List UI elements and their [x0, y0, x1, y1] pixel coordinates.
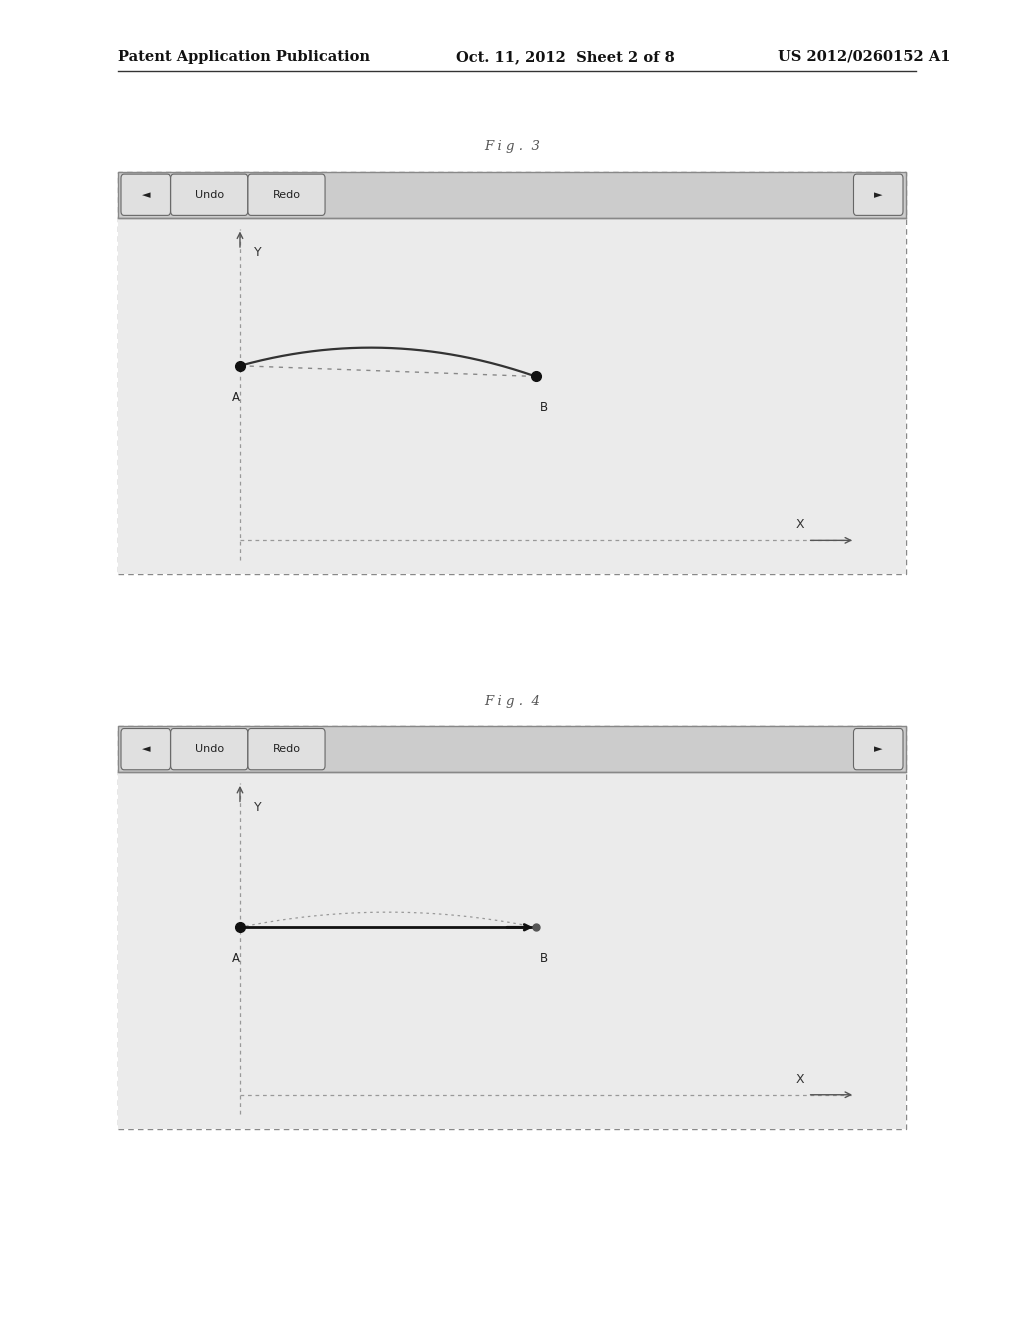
Text: ►: ►	[874, 744, 883, 754]
Text: B: B	[540, 401, 548, 414]
Text: Redo: Redo	[272, 190, 300, 199]
Text: X: X	[796, 519, 804, 532]
Text: A: A	[232, 952, 240, 965]
FancyBboxPatch shape	[853, 729, 903, 770]
Bar	[118, 726, 906, 772]
FancyBboxPatch shape	[118, 726, 906, 1129]
Text: Undo: Undo	[195, 190, 224, 199]
Text: ►: ►	[874, 190, 883, 199]
Bar	[118, 172, 906, 218]
Text: Y: Y	[254, 801, 262, 814]
Text: Undo: Undo	[195, 744, 224, 754]
FancyBboxPatch shape	[171, 729, 248, 770]
Text: F i g .  4: F i g . 4	[484, 694, 540, 708]
FancyBboxPatch shape	[121, 729, 171, 770]
Text: F i g .  3: F i g . 3	[484, 140, 540, 153]
Bar	[118, 772, 906, 1129]
Text: B: B	[540, 952, 548, 965]
FancyBboxPatch shape	[853, 174, 903, 215]
Text: Y: Y	[254, 247, 262, 260]
Text: ◄: ◄	[141, 190, 150, 199]
Bar	[118, 218, 906, 574]
Text: X: X	[796, 1073, 804, 1086]
Text: A: A	[232, 391, 240, 404]
Text: ◄: ◄	[141, 744, 150, 754]
Text: Patent Application Publication: Patent Application Publication	[118, 50, 370, 63]
FancyBboxPatch shape	[171, 174, 248, 215]
FancyBboxPatch shape	[248, 174, 325, 215]
Text: US 2012/0260152 A1: US 2012/0260152 A1	[778, 50, 950, 63]
FancyBboxPatch shape	[248, 729, 325, 770]
FancyBboxPatch shape	[121, 174, 171, 215]
Text: Oct. 11, 2012  Sheet 2 of 8: Oct. 11, 2012 Sheet 2 of 8	[456, 50, 675, 63]
Text: Redo: Redo	[272, 744, 300, 754]
FancyBboxPatch shape	[118, 172, 906, 574]
